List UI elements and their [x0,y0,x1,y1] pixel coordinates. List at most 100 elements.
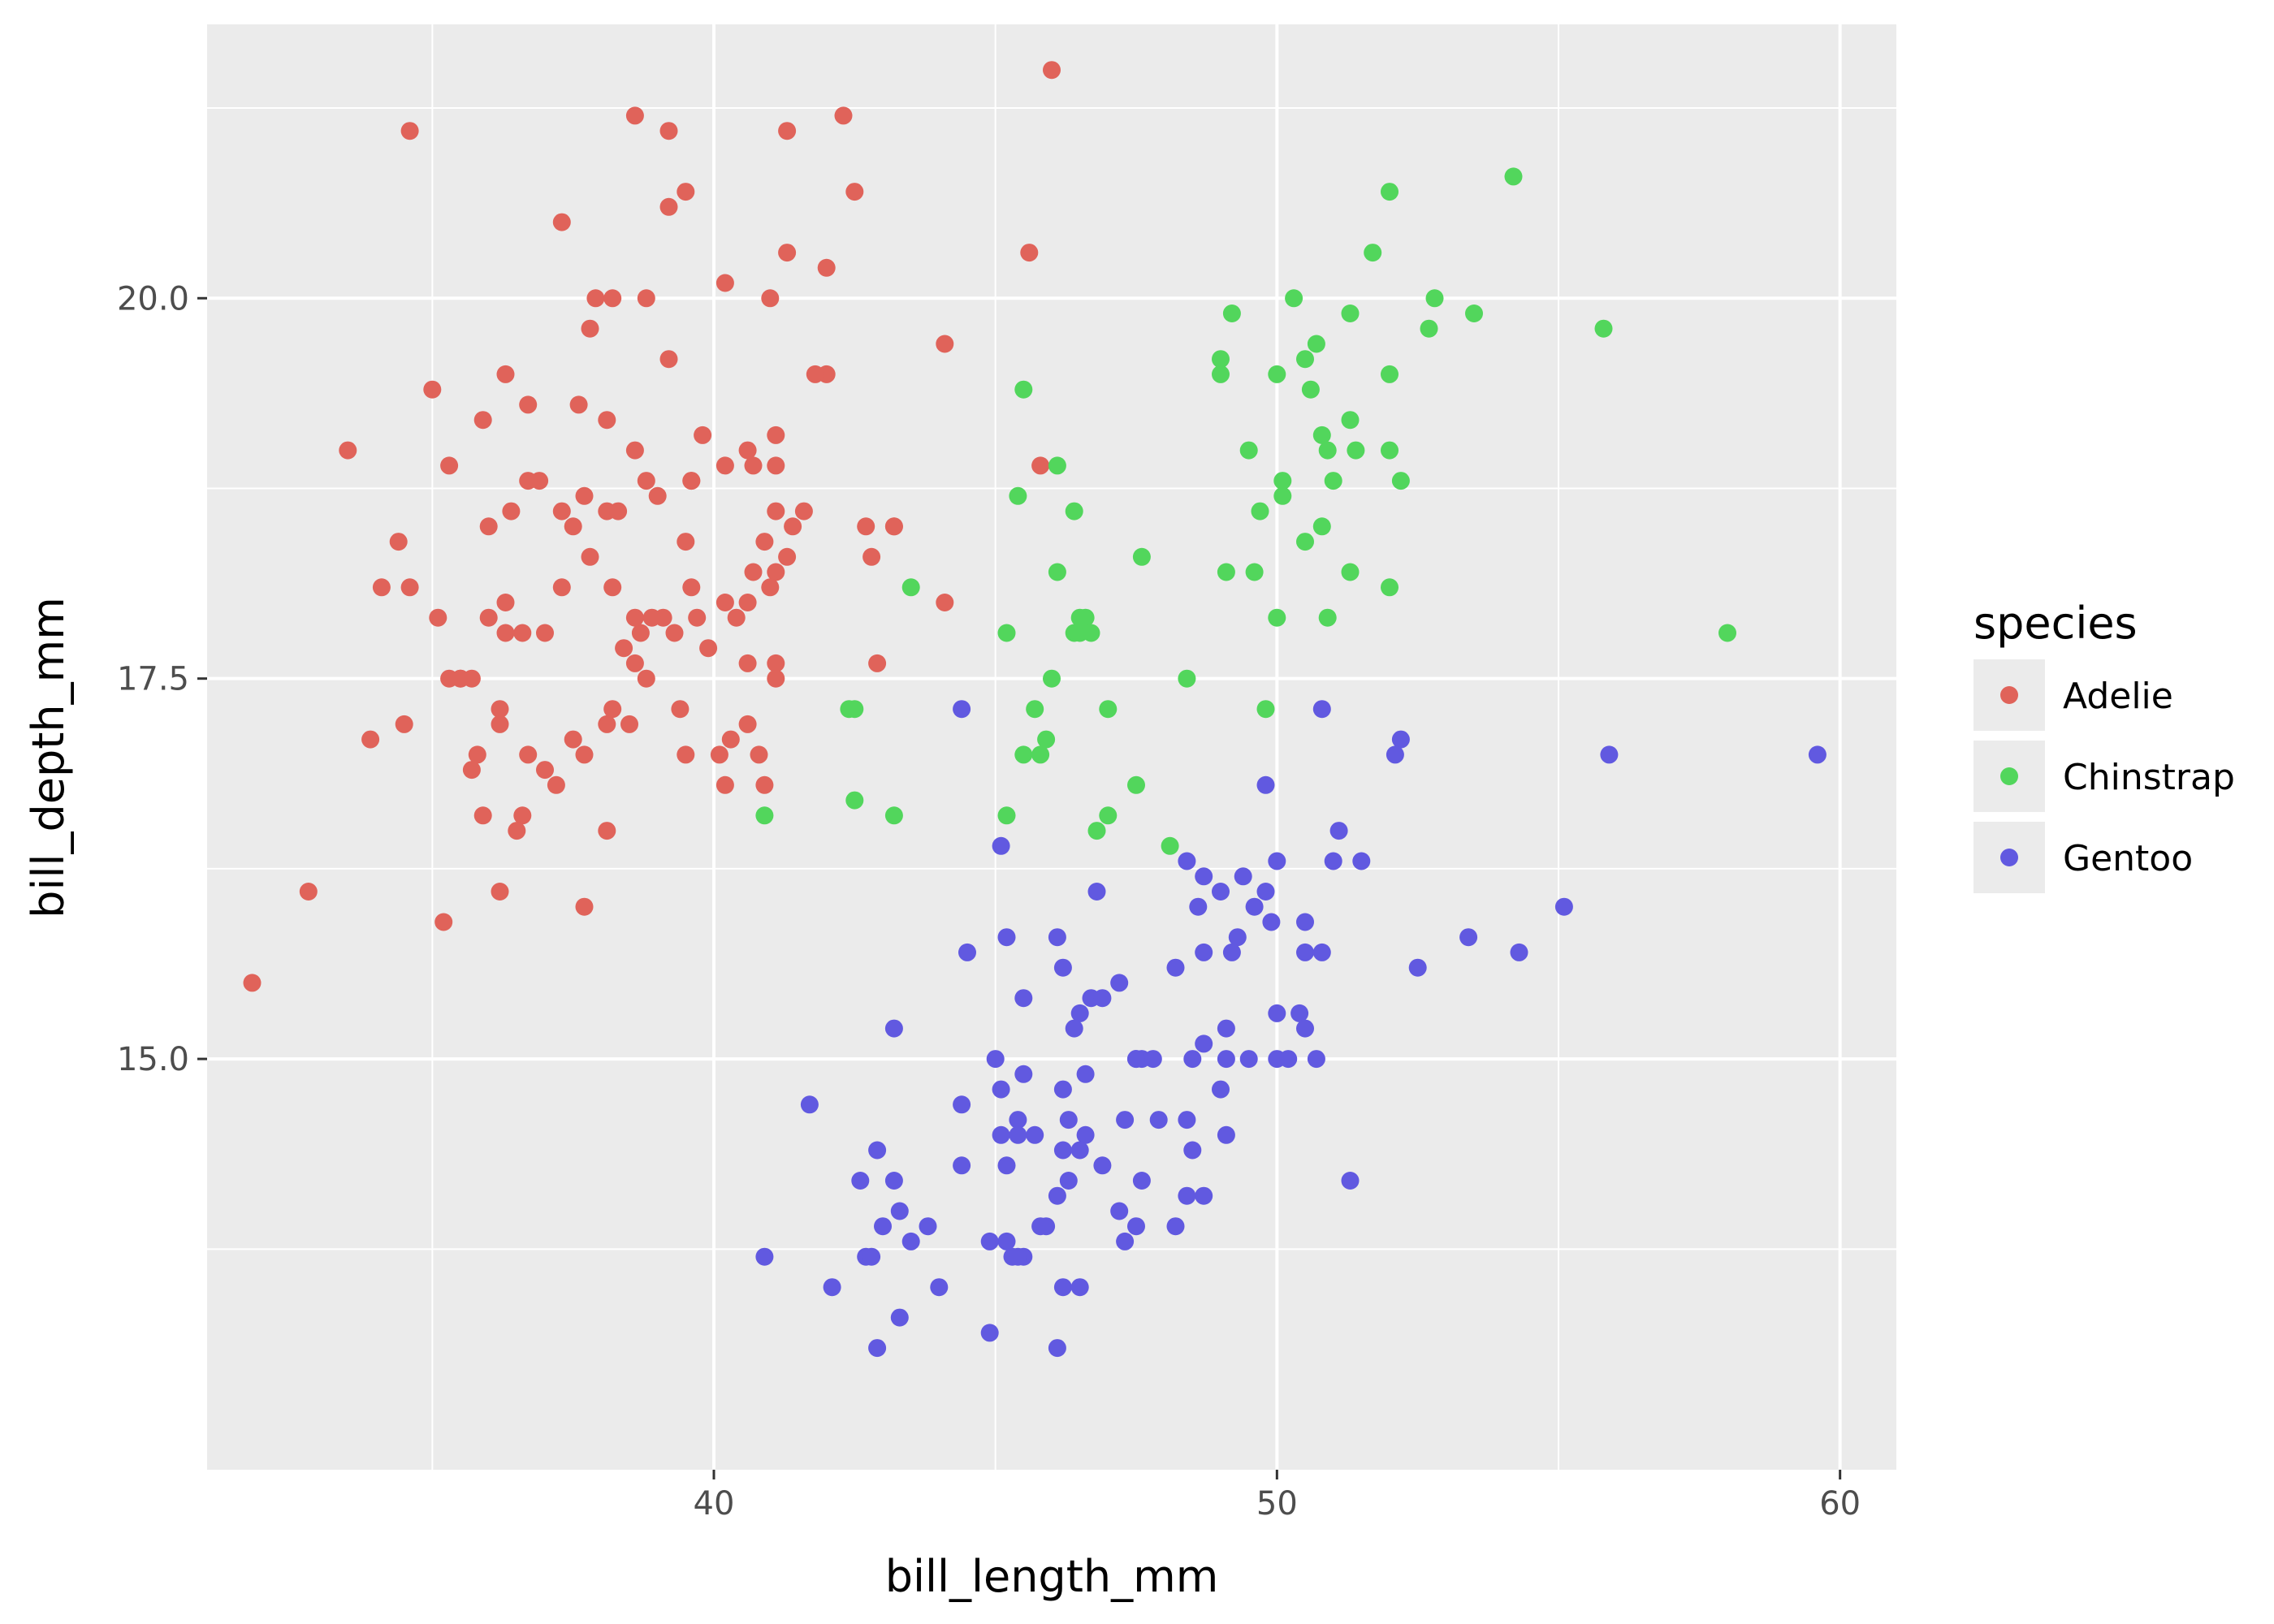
data-point-gentoo [1009,1111,1027,1129]
data-point-adelie [547,775,565,794]
y-axis-title: bill_depth_mm [23,597,74,918]
data-point-gentoo [1014,989,1033,1008]
data-point-gentoo [1053,1278,1072,1297]
data-point-adelie [744,563,763,581]
data-point-gentoo [1149,1111,1168,1129]
data-point-adelie [581,319,599,338]
data-point-adelie [936,594,954,611]
data-point-adelie [778,244,797,262]
data-point-adelie [642,608,661,627]
data-point-gentoo [823,1278,841,1297]
data-point-adelie [625,654,644,672]
data-point-adelie [659,122,678,140]
data-point-gentoo [997,1156,1016,1175]
data-point-gentoo [901,1232,920,1250]
data-point-chinstrap [1381,578,1399,597]
data-point-adelie [389,533,408,551]
data-point-chinstrap [997,806,1016,825]
data-point-gentoo [1189,897,1208,916]
data-point-adelie [552,502,571,520]
data-point-chinstrap [1037,730,1056,749]
legend-label-gentoo: Gentoo [2063,838,2193,879]
data-point-chinstrap [1026,700,1044,719]
data-point-gentoo [997,1232,1016,1250]
data-point-adelie [806,365,824,383]
data-point-gentoo [1053,1141,1072,1160]
data-point-chinstrap [1127,775,1145,794]
data-point-adelie [677,533,695,551]
data-point-gentoo [1070,1141,1089,1160]
data-point-chinstrap [1251,502,1269,520]
data-point-gentoo [868,1141,887,1160]
data-point-gentoo [1183,1050,1202,1069]
data-point-chinstrap [1087,822,1106,840]
data-point-chinstrap [1065,502,1083,520]
y-tick-label: 17.5 [117,661,189,698]
data-point-chinstrap [1099,806,1118,825]
data-point-adelie [715,775,734,794]
data-point-adelie [452,669,469,688]
data-point-adelie [625,106,644,125]
data-point-adelie [845,183,864,201]
data-point-adelie [519,472,538,490]
data-point-chinstrap [1273,486,1292,505]
data-point-gentoo [1217,1125,1235,1144]
data-point-chinstrap [1217,563,1235,581]
data-point-adelie [834,106,853,125]
data-point-gentoo [1296,943,1314,961]
data-point-gentoo [1217,1019,1235,1038]
data-point-chinstrap [997,624,1016,642]
data-point-adelie [784,517,802,536]
data-point-chinstrap [901,578,920,597]
data-point-gentoo [884,1172,903,1190]
major-gridlines [207,24,1896,1470]
data-point-chinstrap [1009,486,1027,505]
data-point-adelie [603,289,622,308]
data-point-adelie [715,274,734,292]
data-point-adelie [694,425,712,444]
data-point-gentoo [800,1095,819,1114]
data-point-gentoo [874,1217,892,1236]
data-point-gentoo [1245,897,1264,916]
data-point-adelie [625,441,644,460]
data-point-chinstrap [1301,380,1320,399]
data-point-adelie [625,608,644,627]
data-point-adelie [1043,61,1061,80]
data-point-adelie [659,350,678,369]
data-point-adelie [710,745,728,764]
data-point-gentoo [1312,700,1331,719]
data-point-adelie [738,654,757,672]
data-point-adelie [552,213,571,231]
data-point-chinstrap [845,700,864,719]
data-point-adelie [603,578,622,597]
data-point-gentoo [992,1080,1010,1099]
data-point-gentoo [1110,974,1129,992]
data-point-chinstrap [1273,472,1292,490]
data-point-gentoo [884,1019,903,1038]
data-point-chinstrap [1285,289,1303,308]
data-point-gentoo [1212,883,1230,901]
data-point-gentoo [1093,989,1112,1008]
data-point-chinstrap [1043,669,1061,688]
data-point-adelie [575,745,594,764]
data-point-chinstrap [884,806,903,825]
data-point-gentoo [1239,1050,1258,1069]
data-point-adelie [491,883,509,901]
data-point-chinstrap [1076,608,1095,627]
data-point-adelie [603,700,622,719]
data-points [243,61,1827,1358]
data-point-adelie [648,486,667,505]
data-point-adelie [682,578,701,597]
data-point-adelie [508,822,526,840]
data-point-adelie [564,517,582,536]
data-point-adelie [598,715,616,733]
data-point-adelie [479,608,498,627]
data-point-gentoo [1352,852,1371,870]
data-point-adelie [817,258,836,277]
data-point-gentoo [1087,883,1106,901]
data-point-gentoo [1222,943,1241,961]
data-point-gentoo [1391,730,1410,749]
data-point-gentoo [1048,1186,1066,1205]
data-point-gentoo [980,1324,999,1342]
data-point-adelie [767,669,785,688]
